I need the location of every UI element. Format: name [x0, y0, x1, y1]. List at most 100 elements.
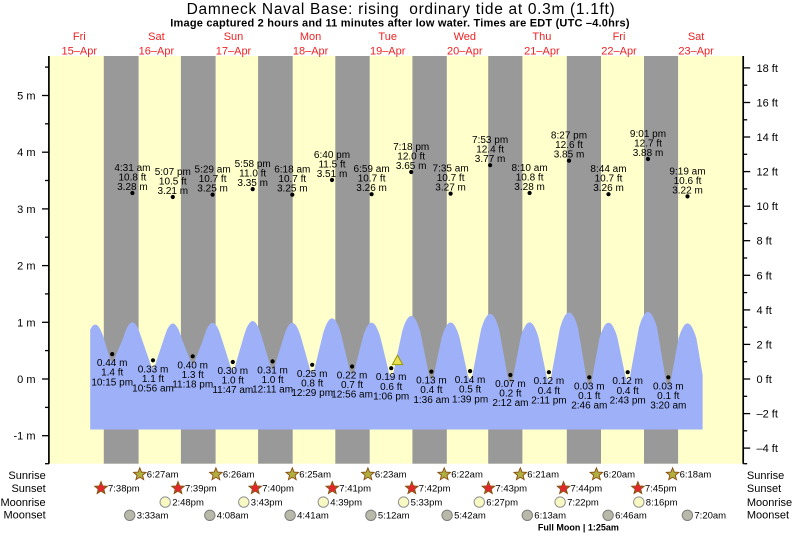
svg-text:0.19 m: 0.19 m: [376, 372, 407, 383]
svg-text:6:13am: 6:13am: [534, 511, 566, 522]
svg-text:18–Apr: 18–Apr: [293, 45, 329, 57]
svg-text:10.7 ft: 10.7 ft: [595, 174, 623, 185]
svg-text:7:18 pm: 7:18 pm: [393, 142, 429, 153]
svg-text:Sat: Sat: [148, 31, 165, 43]
svg-text:0.1 ft: 0.1 ft: [578, 391, 600, 402]
svg-text:7:43pm: 7:43pm: [495, 484, 527, 495]
svg-text:10.7 ft: 10.7 ft: [358, 174, 386, 185]
svg-text:3.88 m: 3.88 m: [633, 148, 664, 159]
svg-text:8:10 am: 8:10 am: [512, 163, 548, 174]
svg-text:-1 m: -1 m: [14, 431, 36, 443]
svg-text:Sat: Sat: [688, 31, 705, 43]
svg-text:0.13 m: 0.13 m: [416, 376, 447, 387]
svg-text:7:44pm: 7:44pm: [571, 484, 603, 495]
svg-text:10:56 am: 10:56 am: [132, 384, 174, 395]
svg-text:1.0 ft: 1.0 ft: [222, 376, 244, 387]
svg-text:10.7 ft: 10.7 ft: [437, 173, 465, 184]
svg-text:12.0 ft: 12.0 ft: [397, 152, 425, 163]
svg-text:6:18am: 6:18am: [680, 470, 712, 481]
svg-text:7:38pm: 7:38pm: [108, 484, 140, 495]
svg-text:3.21 m: 3.21 m: [158, 186, 189, 197]
svg-text:19–Apr: 19–Apr: [370, 45, 406, 57]
svg-text:3.22 m: 3.22 m: [672, 185, 703, 196]
svg-text:3.26 m: 3.26 m: [593, 183, 624, 194]
svg-text:7:35 am: 7:35 am: [433, 164, 469, 175]
svg-text:4:41am: 4:41am: [297, 511, 329, 522]
svg-text:Image captured 2 hours and 11: Image captured 2 hours and 11 minutes af…: [170, 18, 630, 30]
svg-text:15–Apr: 15–Apr: [62, 45, 98, 57]
svg-text:8:44 am: 8:44 am: [590, 164, 626, 175]
svg-text:3.51 m: 3.51 m: [317, 169, 348, 180]
svg-text:16 ft: 16 ft: [757, 98, 778, 110]
svg-text:5:07 pm: 5:07 pm: [155, 167, 191, 178]
svg-text:0.6 ft: 0.6 ft: [380, 382, 402, 393]
svg-text:16–Apr: 16–Apr: [139, 45, 175, 57]
svg-text:Damneck Naval Base: rising or: Damneck Naval Base: rising ordinary tide…: [187, 1, 616, 18]
svg-text:6:46am: 6:46am: [615, 511, 647, 522]
svg-text:3.85 m: 3.85 m: [554, 150, 585, 161]
svg-text:5:33pm: 5:33pm: [411, 497, 443, 508]
svg-text:0.5 ft: 0.5 ft: [459, 385, 481, 396]
svg-text:6:20am: 6:20am: [603, 470, 635, 481]
svg-text:8:16pm: 8:16pm: [646, 497, 678, 508]
svg-text:3.28 m: 3.28 m: [117, 182, 148, 193]
svg-text:Sunset: Sunset: [747, 483, 781, 495]
svg-text:12.7 ft: 12.7 ft: [634, 139, 662, 150]
svg-text:6:26am: 6:26am: [223, 470, 255, 481]
svg-text:7:20am: 7:20am: [694, 511, 726, 522]
svg-text:5:42am: 5:42am: [454, 511, 486, 522]
svg-text:10 ft: 10 ft: [757, 201, 778, 213]
svg-text:Thu: Thu: [532, 31, 551, 43]
svg-text:2:12 am: 2:12 am: [492, 398, 528, 409]
svg-text:0.4 ft: 0.4 ft: [617, 386, 639, 397]
svg-text:Sun: Sun: [224, 31, 244, 43]
svg-text:6:59 am: 6:59 am: [354, 164, 390, 175]
svg-text:7:40pm: 7:40pm: [262, 484, 294, 495]
svg-text:1:39 pm: 1:39 pm: [452, 394, 488, 405]
svg-text:0.03 m: 0.03 m: [574, 381, 605, 392]
svg-text:1.3 ft: 1.3 ft: [182, 370, 204, 381]
svg-text:3.26 m: 3.26 m: [356, 183, 387, 194]
svg-text:0.07 m: 0.07 m: [495, 379, 526, 390]
svg-text:20–Apr: 20–Apr: [447, 45, 483, 57]
svg-text:6:27am: 6:27am: [147, 470, 179, 481]
svg-text:9:19 am: 9:19 am: [669, 166, 705, 177]
svg-text:0.30 m: 0.30 m: [218, 366, 249, 377]
svg-text:3.65 m: 3.65 m: [396, 161, 427, 172]
svg-text:11:47 am: 11:47 am: [212, 385, 253, 396]
svg-text:Sunrise: Sunrise: [747, 470, 784, 482]
svg-text:Tue: Tue: [378, 31, 397, 43]
svg-text:2 m: 2 m: [17, 261, 35, 273]
svg-text:7:39pm: 7:39pm: [185, 484, 217, 495]
svg-text:0 ft: 0 ft: [757, 374, 772, 386]
svg-text:Wed: Wed: [454, 31, 476, 43]
svg-text:Moonrise: Moonrise: [0, 497, 45, 509]
svg-text:12.4 ft: 12.4 ft: [476, 145, 504, 156]
svg-text:0.12 m: 0.12 m: [534, 376, 565, 387]
svg-text:8 ft: 8 ft: [757, 236, 772, 248]
svg-text:5:29 am: 5:29 am: [195, 165, 231, 176]
svg-text:0.8 ft: 0.8 ft: [301, 378, 323, 389]
svg-text:3:43pm: 3:43pm: [251, 497, 283, 508]
svg-text:8:27 pm: 8:27 pm: [551, 131, 587, 142]
svg-text:6:21am: 6:21am: [527, 470, 559, 481]
svg-text:7:42pm: 7:42pm: [419, 484, 451, 495]
svg-text:0.4 ft: 0.4 ft: [420, 385, 442, 396]
svg-text:17–Apr: 17–Apr: [216, 45, 252, 57]
svg-text:5 m: 5 m: [17, 91, 35, 103]
svg-text:0.25 m: 0.25 m: [297, 369, 328, 380]
svg-text:11.5 ft: 11.5 ft: [318, 160, 345, 171]
svg-text:14 ft: 14 ft: [757, 132, 778, 144]
svg-text:0.44 m: 0.44 m: [97, 358, 128, 369]
svg-text:2:43 pm: 2:43 pm: [610, 395, 646, 406]
svg-text:21–Apr: 21–Apr: [524, 45, 560, 57]
svg-text:6:25am: 6:25am: [299, 470, 331, 481]
svg-text:10.8 ft: 10.8 ft: [516, 173, 544, 184]
svg-text:10.7 ft: 10.7 ft: [199, 174, 227, 185]
svg-text:23–Apr: 23–Apr: [678, 45, 714, 57]
svg-text:10.7 ft: 10.7 ft: [278, 174, 306, 185]
svg-text:2:11 pm: 2:11 pm: [531, 395, 566, 406]
svg-text:0.33 m: 0.33 m: [138, 364, 169, 375]
svg-text:12.6 ft: 12.6 ft: [555, 140, 583, 151]
svg-text:10:15 pm: 10:15 pm: [91, 377, 133, 388]
